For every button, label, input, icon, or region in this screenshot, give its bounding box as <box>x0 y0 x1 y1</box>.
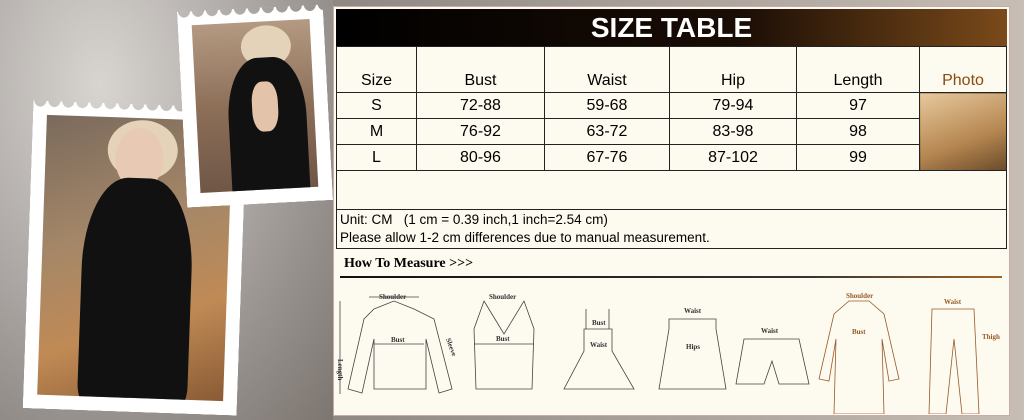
header-bust: Bust <box>416 46 545 93</box>
cell-length: 99 <box>796 144 920 171</box>
cell-length: 97 <box>796 92 920 119</box>
table-row: L 80-96 67-76 87-102 99 <box>336 144 1007 171</box>
label-bust: Bust <box>391 336 405 344</box>
cell-waist: 59-68 <box>544 92 670 119</box>
model-thumbnail <box>919 92 1007 171</box>
label-waist: Waist <box>761 327 779 335</box>
table-header-row: Size Bust Waist Hip Length Photo <box>336 46 1007 93</box>
label-waist: Waist <box>944 298 962 306</box>
cell-bust: 80-96 <box>416 144 545 171</box>
blouse-diagram: Shoulder Bust Sleeve Length <box>336 293 458 394</box>
table-row-empty <box>336 170 1007 211</box>
tank-top-diagram: Shoulder Bust <box>473 293 535 390</box>
allowance-note: Please allow 1-2 cm differences due to m… <box>340 230 710 245</box>
cell-waist: 67-76 <box>544 144 670 171</box>
header-photo: Photo <box>919 46 1007 93</box>
measurement-notes: Unit: CM (1 cm = 0.39 inch,1 inch=2.54 c… <box>336 209 1007 249</box>
cell-hip: 87-102 <box>669 144 797 171</box>
label-hips: Hips <box>686 343 700 351</box>
label-bust: Bust <box>852 328 866 336</box>
header-waist: Waist <box>544 46 670 93</box>
cell-length: 98 <box>796 118 920 145</box>
pants-diagram: Waist Thigh <box>928 298 1000 414</box>
table-row: M 76-92 63-72 83-98 98 <box>336 118 1007 145</box>
cell-size: L <box>336 144 417 171</box>
cell-size: M <box>336 118 417 145</box>
size-table-title: SIZE TABLE <box>336 9 1007 46</box>
measurement-diagrams: Shoulder Bust Sleeve Length Shoulder Bus… <box>336 292 1000 414</box>
label-thigh: Thigh <box>982 333 1000 341</box>
label-shoulder: Shoulder <box>379 293 406 301</box>
cell-hip: 79-94 <box>669 92 797 119</box>
header-hip: Hip <box>669 46 797 93</box>
cell-hip: 83-98 <box>669 118 797 145</box>
header-length: Length <box>796 46 920 93</box>
cell-size: S <box>336 92 417 119</box>
coat-dress-diagram: Shoulder Bust <box>818 292 900 414</box>
dress-diagram: Bust Waist <box>563 309 635 390</box>
label-sleeve: Sleeve <box>444 337 458 357</box>
size-table: Size Bust Waist Hip Length Photo S 72-88… <box>336 46 1007 211</box>
label-shoulder: Shoulder <box>489 293 516 301</box>
divider <box>340 276 1002 278</box>
how-to-measure-heading: How To Measure >>> <box>344 256 474 271</box>
header-size: Size <box>336 46 417 93</box>
size-chart-panel: SIZE TABLE Size Bust Waist Hip Length Ph… <box>333 6 1010 416</box>
shorts-diagram: Waist <box>735 327 810 385</box>
unit-note: Unit: CM (1 cm = 0.39 inch,1 inch=2.54 c… <box>340 212 608 227</box>
skirt-diagram: Waist Hips <box>658 307 727 390</box>
label-waist: Waist <box>590 341 608 349</box>
table-row: S 72-88 59-68 79-94 97 <box>336 92 1007 171</box>
cell-bust: 72-88 <box>416 92 545 119</box>
cell-waist: 63-72 <box>544 118 670 145</box>
label-shoulder: Shoulder <box>846 292 873 300</box>
product-photo-back-frame <box>176 4 334 208</box>
label-bust: Bust <box>496 335 510 343</box>
product-photo-back <box>191 19 319 193</box>
label-length: Length <box>336 359 344 381</box>
label-waist: Waist <box>684 307 702 315</box>
label-bust: Bust <box>592 319 606 327</box>
cell-bust: 76-92 <box>416 118 545 145</box>
